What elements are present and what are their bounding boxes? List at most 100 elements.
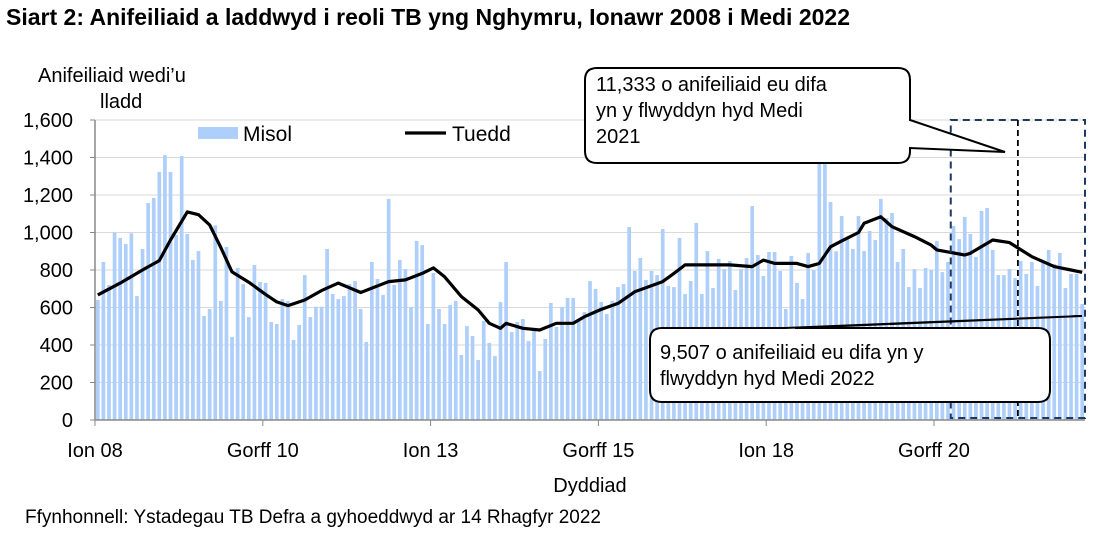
bar-misol xyxy=(308,317,313,420)
x-tick-label: Ion 18 xyxy=(738,440,794,462)
bar-misol xyxy=(179,156,184,420)
bar-misol xyxy=(420,245,425,420)
bar-misol xyxy=(135,296,139,420)
bar-misol xyxy=(207,309,212,420)
bar-misol xyxy=(358,309,363,420)
callout-text-2022: 9,507 o anifeiliaid eu difa yn y xyxy=(660,342,924,364)
bar-misol xyxy=(526,341,531,420)
callout-text-2021: 11,333 o anifeiliaid eu difa xyxy=(596,74,828,96)
bar-misol xyxy=(291,339,296,420)
bar-misol xyxy=(890,213,894,420)
x-axis-title: Dyddiad xyxy=(553,475,626,497)
y-axis-title: Anifeiliaid wedi’u xyxy=(38,65,186,87)
bar-misol xyxy=(230,336,234,420)
bar-misol xyxy=(532,330,536,420)
bar-misol xyxy=(219,300,223,420)
x-tick-label: Gorff 10 xyxy=(227,440,299,462)
bar-misol xyxy=(330,294,335,420)
bar-misol xyxy=(252,264,257,420)
bar-misol xyxy=(1052,264,1057,420)
y-tick-label: 800 xyxy=(40,260,73,282)
bar-misol xyxy=(118,237,123,420)
bar-misol xyxy=(521,318,525,420)
bar-misol xyxy=(879,198,883,420)
y-tick-label: 400 xyxy=(40,335,73,357)
bar-misol xyxy=(129,233,134,420)
legend-swatch-misol xyxy=(198,127,238,139)
x-tick-label: Gorff 15 xyxy=(562,440,634,462)
bar-misol xyxy=(1080,303,1085,420)
bar-misol xyxy=(353,281,357,420)
bar-misol xyxy=(856,216,861,420)
bar-misol xyxy=(839,216,844,420)
y-tick-label: 1,000 xyxy=(23,223,73,245)
x-tick-label: Gorff 20 xyxy=(898,440,970,462)
bar-misol xyxy=(1063,288,1068,420)
bar-misol xyxy=(397,260,402,420)
bar-misol xyxy=(979,210,984,420)
bar-misol xyxy=(202,315,206,420)
callout-text-2021: 2021 xyxy=(596,126,641,148)
bar-misol xyxy=(554,327,559,420)
bar-misol xyxy=(1069,273,1073,420)
bar-misol xyxy=(196,251,201,420)
bar-misol xyxy=(616,287,620,420)
x-tick-label: Ion 13 xyxy=(403,440,459,462)
y-tick-label: 1,200 xyxy=(23,185,73,207)
bar-misol xyxy=(107,285,111,420)
bar-misol xyxy=(123,243,128,420)
bar-misol xyxy=(498,302,503,420)
bar-misol xyxy=(425,324,430,420)
bar-misol xyxy=(985,207,989,420)
bar-misol xyxy=(1057,252,1062,420)
bar-misol xyxy=(588,281,592,420)
bar-misol xyxy=(638,258,643,420)
bar-misol xyxy=(442,324,447,420)
bar-misol xyxy=(951,225,956,420)
bar-misol xyxy=(549,303,553,420)
callout-text-2022: flwyddyn hyd Medi 2022 xyxy=(660,368,875,390)
callout-box-2021 xyxy=(584,67,1006,164)
y-tick-label: 1,400 xyxy=(23,148,73,170)
bar-misol xyxy=(560,306,564,420)
bar-misol xyxy=(660,228,665,420)
bar-misol xyxy=(414,240,419,420)
bar-misol xyxy=(269,321,274,420)
bar-misol xyxy=(146,203,150,420)
bar-misol xyxy=(319,306,324,420)
bar-misol xyxy=(470,336,475,420)
bar-misol xyxy=(101,261,106,420)
bar-misol xyxy=(235,267,240,420)
bar-misol xyxy=(565,297,570,420)
bar-misol xyxy=(342,296,346,420)
bar-misol xyxy=(582,312,587,420)
legend-label-tuedd: Tuedd xyxy=(452,123,511,146)
bar-misol xyxy=(112,232,117,420)
y-tick-label: 200 xyxy=(40,373,73,395)
bar-misol xyxy=(280,299,285,420)
bar-misol xyxy=(375,279,380,420)
bar-misol xyxy=(95,300,100,420)
bar-misol xyxy=(884,218,889,420)
bar-misol xyxy=(593,288,598,420)
bar-misol xyxy=(347,284,352,420)
chart-title: Siart 2: Anifeiliaid a laddwyd i reoli T… xyxy=(6,4,850,30)
bar-misol xyxy=(459,354,464,420)
bar-misol xyxy=(213,225,218,420)
bar-misol xyxy=(537,371,542,420)
y-tick-label: 600 xyxy=(40,298,73,320)
bar-misol xyxy=(493,356,497,420)
bar-misol xyxy=(604,314,609,420)
y-axis-title: lladd xyxy=(100,91,142,113)
bar-misol xyxy=(823,155,827,420)
bar-misol xyxy=(828,201,833,420)
bar-misol xyxy=(286,300,290,420)
bar-misol xyxy=(185,234,190,420)
bar-misol xyxy=(750,206,755,420)
callout-box-2022 xyxy=(649,315,1083,403)
bar-misol xyxy=(302,275,307,420)
bar-misol xyxy=(403,269,408,420)
bar-misol xyxy=(241,284,246,420)
bar-misol xyxy=(817,138,822,420)
